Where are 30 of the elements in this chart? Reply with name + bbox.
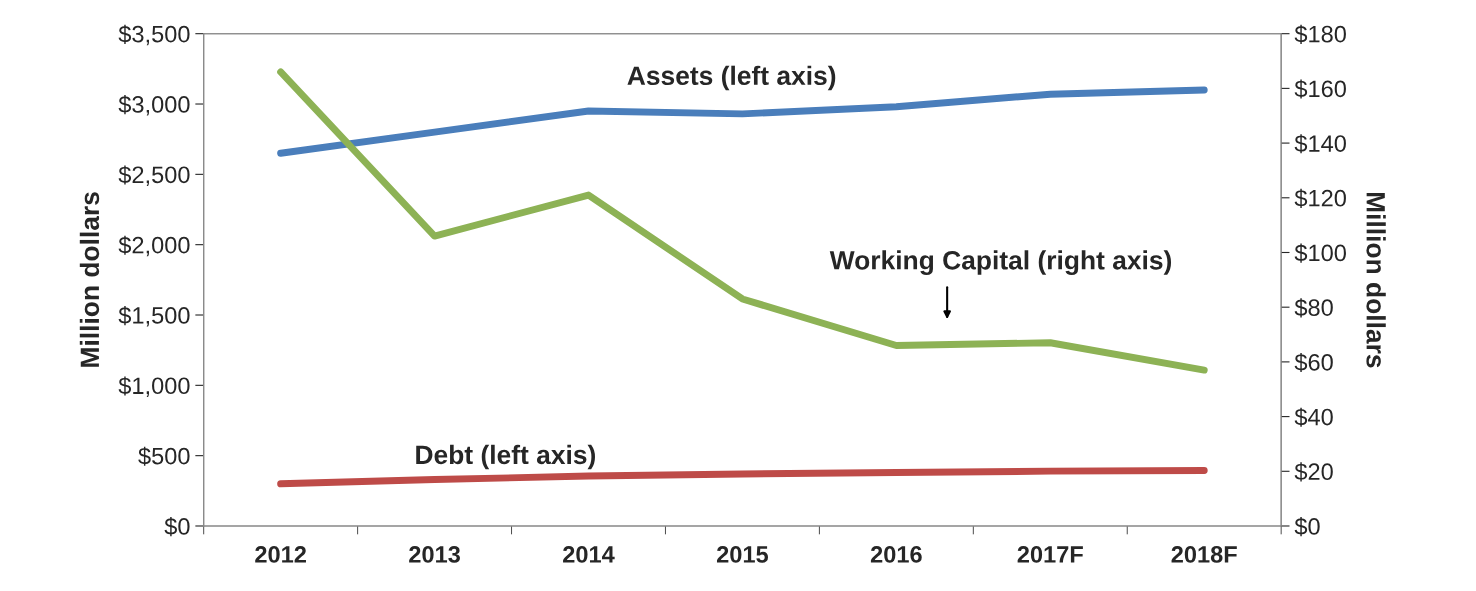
- y-tick-label: $500: [138, 446, 190, 466]
- y-tick-label: $3,000: [118, 95, 190, 116]
- y2-tick-label: $120: [1294, 188, 1346, 208]
- annotation: Working Capital (right axis): [829, 250, 1172, 275]
- y-tick-label: $3,500: [118, 24, 190, 46]
- y-axis-title: Million dollars: [79, 192, 100, 367]
- x-tick-label: 2017F: [1017, 546, 1083, 563]
- annotation: Debt (left axis): [416, 444, 595, 470]
- y2-tick-label: $140: [1294, 134, 1346, 154]
- y-tick-label: $1,000: [118, 376, 190, 397]
- y-tick-label: $0: [164, 517, 190, 537]
- y-tick-label: $1,500: [118, 306, 190, 327]
- x-tick-label: 2018F: [1171, 546, 1237, 563]
- y2-axis-title: Million dollars: [1366, 192, 1386, 368]
- x-tick-label: 2016: [870, 546, 922, 563]
- y2-tick-label: $100: [1294, 243, 1346, 263]
- y2-tick-label: $20: [1294, 462, 1333, 482]
- y2-tick-label: $60: [1294, 352, 1333, 373]
- y-tick-label: $2,500: [118, 165, 190, 186]
- y-tick-label: $2,000: [118, 235, 190, 257]
- y2-tick-label: $160: [1294, 79, 1346, 99]
- y2-tick-label: $80: [1294, 298, 1333, 318]
- x-tick-label: 2012: [255, 546, 306, 563]
- y2-tick-label: $0: [1294, 517, 1320, 537]
- x-tick-label: 2014: [563, 546, 615, 563]
- x-tick-label: 2013: [409, 546, 460, 563]
- x-tick-label: 2015: [716, 546, 769, 563]
- y2-tick-label: $40: [1294, 407, 1333, 427]
- y2-tick-label: $180: [1294, 24, 1346, 44]
- annotation: Assets (left axis): [627, 65, 836, 91]
